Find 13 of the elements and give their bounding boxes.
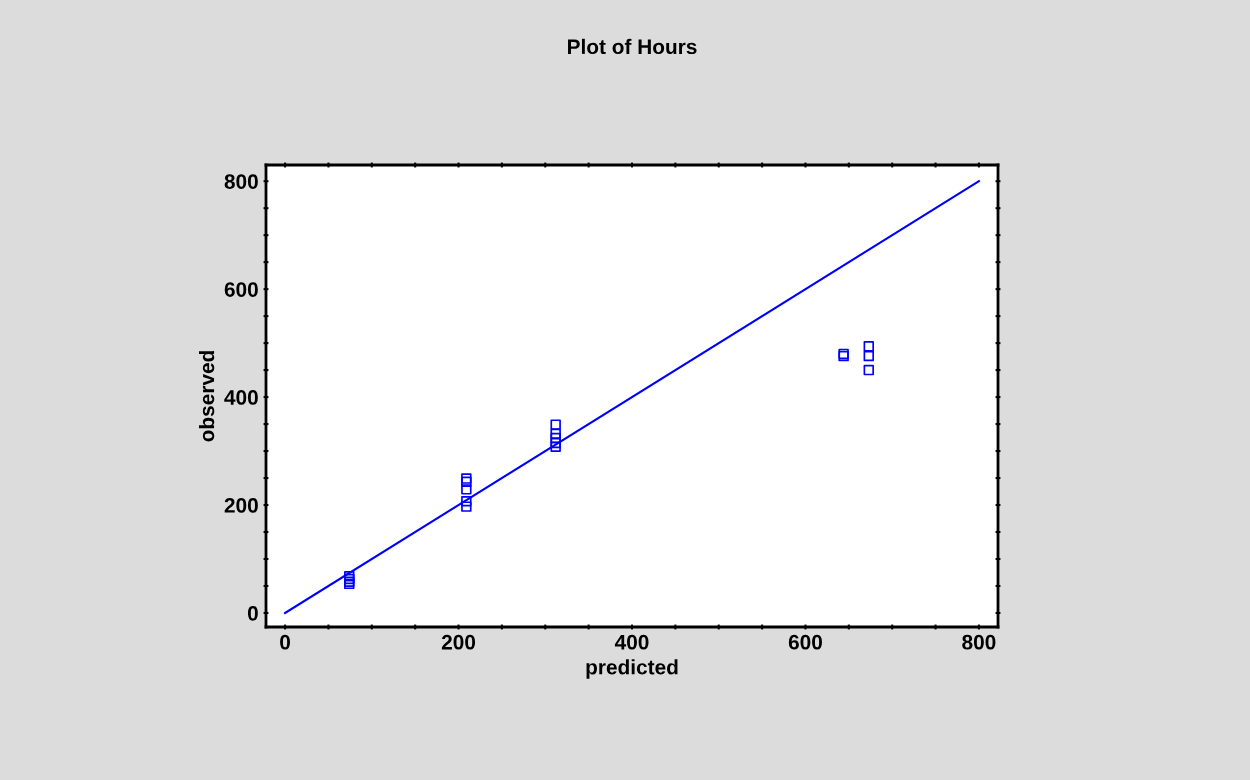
x-tick-label: 400 xyxy=(614,634,649,650)
y-tick-label: 400 xyxy=(224,390,258,405)
y-tick-label: 800 xyxy=(224,174,258,189)
chart-title: Plot of Hours xyxy=(568,38,697,55)
x-tick-label: 800 xyxy=(962,634,996,650)
y-tick-label: 200 xyxy=(224,498,258,513)
x-tick-label: 0 xyxy=(280,634,291,650)
x-tick-label: 600 xyxy=(788,634,822,650)
y-tick-label: 0 xyxy=(247,605,258,621)
y-axis-title: observed xyxy=(198,351,215,442)
x-tick-label: 200 xyxy=(441,634,476,650)
x-axis-title: predicted xyxy=(586,659,678,679)
y-tick-label: 600 xyxy=(224,282,258,297)
